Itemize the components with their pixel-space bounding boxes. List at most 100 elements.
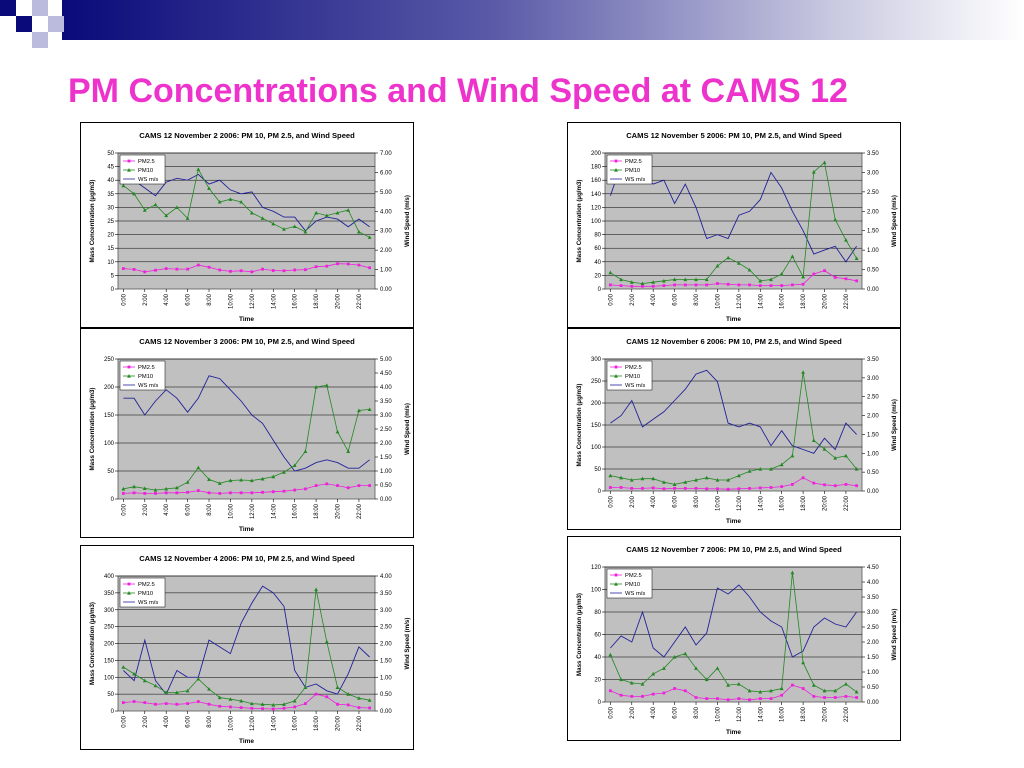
y2-tick-label: 2.00 — [380, 248, 392, 254]
point-pm25 — [619, 693, 623, 697]
point-pm25 — [683, 486, 687, 490]
point-pm25 — [336, 262, 339, 266]
point-pm10 — [249, 701, 254, 706]
series-line-pm10 — [610, 161, 857, 285]
x-tick-label: 2:00 — [143, 293, 149, 305]
point-pm10 — [217, 481, 222, 485]
point-pm10 — [694, 478, 698, 482]
point-pm10 — [164, 213, 169, 218]
x-tick-label: 20:00 — [336, 715, 342, 731]
y-tick-label: 50 — [107, 692, 114, 698]
point-pm10 — [132, 191, 136, 196]
y2-tick-label: 2.50 — [380, 427, 392, 433]
point-pm10 — [271, 221, 276, 226]
legend-marker-pm25 — [614, 159, 618, 163]
point-pm25 — [239, 269, 243, 273]
point-pm25 — [608, 689, 612, 693]
point-pm10 — [661, 278, 666, 283]
x-tick-label: 14:00 — [758, 706, 764, 722]
x-tick-label: 0:00 — [121, 503, 127, 515]
y2-tick-label: 5.00 — [380, 357, 392, 363]
x-tick-label: 2:00 — [630, 495, 636, 507]
point-pm10 — [736, 261, 741, 265]
chart-svg: CAMS 12 November 5 2006: PM 10, PM 2.5, … — [576, 131, 898, 323]
point-pm10 — [779, 686, 784, 691]
legend-marker-pm10 — [614, 168, 618, 172]
header-gradient-band — [62, 0, 1024, 40]
point-pm10 — [683, 480, 688, 484]
legend-label-ws: WS m/s — [625, 383, 645, 389]
point-pm25 — [790, 683, 794, 687]
point-pm10 — [715, 666, 720, 670]
point-pm10 — [683, 277, 688, 282]
point-pm10 — [132, 484, 136, 489]
point-pm10 — [142, 486, 147, 490]
legend-label-pm10: PM10 — [138, 591, 153, 597]
series-line-pm10 — [123, 589, 370, 706]
y2-tick-label: 0.00 — [380, 287, 392, 293]
x-tick-label: 20:00 — [823, 293, 829, 309]
point-pm10 — [736, 682, 741, 686]
x-tick-label: 14:00 — [758, 495, 764, 511]
point-pm25 — [154, 492, 157, 495]
y-tick-label: 45 — [107, 165, 114, 171]
point-pm10 — [769, 688, 773, 693]
y-tick-label: 60 — [594, 633, 601, 639]
y-tick-label: 50 — [107, 151, 114, 157]
legend: PM2.5 PM10 WS m/s — [119, 577, 166, 608]
point-pm10 — [758, 689, 763, 694]
y-tick-label: 0 — [598, 700, 602, 706]
x-tick-label: 10:00 — [715, 495, 721, 511]
x-tick-label: 22:00 — [357, 293, 363, 309]
point-pm25 — [769, 486, 773, 489]
point-pm10 — [314, 385, 319, 389]
x-tick-label: 22:00 — [844, 495, 850, 511]
y2-tick-label: 0.50 — [867, 685, 879, 691]
y-tick-label: 160 — [591, 178, 602, 184]
series-line-ws — [123, 375, 370, 472]
x-tick-label: 18:00 — [801, 706, 807, 722]
x-tick-label: 6:00 — [186, 503, 192, 515]
point-pm10 — [185, 480, 190, 484]
chart-panel-nov-7: CAMS 12 November 7 2006: PM 10, PM 2.5, … — [567, 536, 901, 741]
y-tick-label: 30 — [107, 205, 114, 211]
legend-marker-pm25 — [127, 365, 131, 369]
series-line-pm25 — [610, 270, 857, 287]
point-pm10 — [153, 202, 158, 207]
point-pm10 — [801, 660, 806, 665]
y2-tick-label: 2.50 — [867, 190, 879, 196]
point-pm25 — [250, 270, 254, 274]
x-axis-label: Time — [726, 518, 741, 525]
legend-label-ws: WS m/s — [138, 600, 158, 606]
point-pm10 — [335, 429, 340, 434]
y2-tick-label: 4.00 — [380, 209, 392, 215]
x-tick-label: 2:00 — [630, 293, 636, 305]
point-pm10 — [335, 685, 340, 689]
point-pm10 — [629, 280, 634, 284]
point-pm25 — [154, 702, 157, 706]
point-pm10 — [346, 692, 351, 696]
x-tick-label: 10:00 — [715, 706, 721, 722]
point-pm25 — [143, 492, 147, 495]
y-tick-label: 25 — [107, 219, 114, 225]
series-line-pm25 — [123, 483, 370, 494]
x-tick-label: 6:00 — [673, 706, 679, 718]
series-line-pm25 — [610, 684, 857, 701]
point-pm25 — [683, 283, 687, 287]
y2-tick-label: 2.50 — [867, 625, 879, 631]
point-pm10 — [346, 449, 351, 453]
y2-tick-label: 4.50 — [380, 371, 392, 377]
point-pm10 — [651, 476, 656, 481]
y2-tick-label: 7.00 — [380, 151, 392, 157]
point-pm25 — [748, 486, 751, 490]
point-pm10 — [822, 688, 827, 693]
point-pm10 — [185, 216, 190, 220]
point-pm25 — [641, 284, 644, 288]
x-tick-label: 6:00 — [673, 495, 679, 507]
point-pm25 — [346, 262, 350, 266]
point-pm10 — [367, 698, 372, 702]
point-pm25 — [758, 486, 762, 490]
x-tick-label: 6:00 — [673, 293, 679, 305]
y-tick-label: 200 — [104, 642, 115, 648]
y2-tick-label: 2.00 — [867, 640, 879, 646]
